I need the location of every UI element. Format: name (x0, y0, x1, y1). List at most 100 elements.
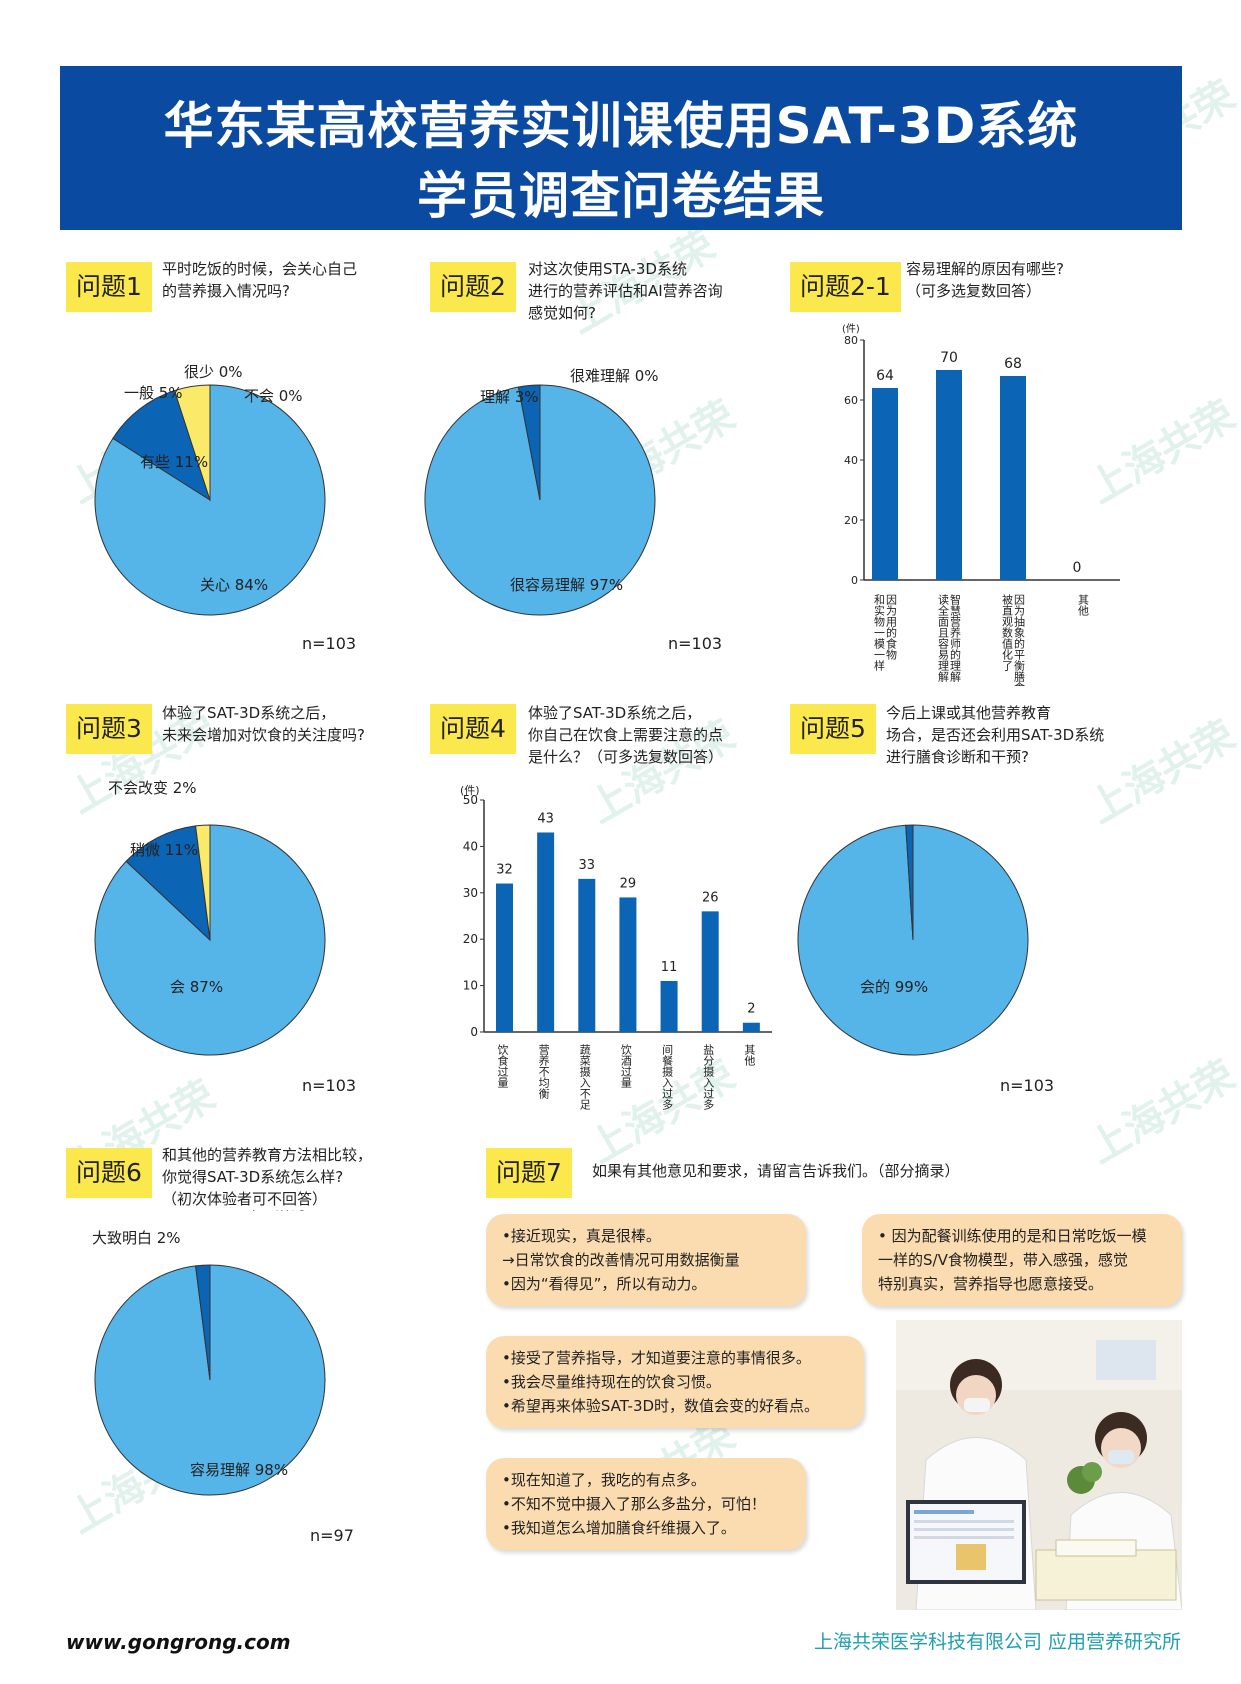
question-line: 你自己在饮食上需要注意的点 (528, 726, 724, 744)
pie-chart-q5: 会的 99% 否 1% (797, 780, 1029, 1056)
question-text-5: 今后上课或其他营养教育 场合，是否还会利用SAT-3D系统 进行膳食诊断和干预? (886, 702, 1104, 768)
pie-slice-label: 很少 0% (184, 363, 243, 381)
question-line: 感觉如何? (528, 304, 596, 322)
question-tag-1: 问题1 (66, 262, 152, 312)
bar (537, 832, 555, 1032)
question-tag-3: 问题3 (66, 704, 152, 754)
y-tick-label: 30 (463, 886, 478, 900)
question-line: 体验了SAT-3D系统之后， (162, 704, 336, 722)
bar (701, 911, 719, 1032)
comment-bubble: •接近现实，真是很棒。 →日常饮食的改善情况可用数据衡量 •因为“看得见”，所以… (486, 1214, 806, 1306)
sample-size-q6: n=97 (310, 1526, 354, 1545)
question-line: 如果有其他意见和要求，请留言告诉我们。（部分摘录） (592, 1162, 960, 1180)
bar (872, 388, 898, 580)
comment-line: •希望再来体验SAT-3D时，数值会变的好看点。 (502, 1397, 820, 1415)
sample-size-q3: n=103 (302, 1076, 357, 1095)
y-tick-label: 40 (844, 454, 858, 467)
footer-company: 上海共荣医学科技有限公司 应用营养研究所 (813, 1631, 1181, 1653)
title-banner: 华东某高校营养实训课使用SAT-3D系统 学员调查问卷结果 (60, 66, 1182, 230)
bar-value-label: 29 (620, 876, 637, 891)
x-category-label: 营养不均衡 (537, 1043, 550, 1100)
comment-bubble: •现在知道了，我吃的有点多。 •不知不觉中摄入了那么多盐分，可怕！ •我知道怎么… (486, 1458, 806, 1550)
question-tag-6: 问题6 (66, 1148, 152, 1198)
question-text-7: 如果有其他意见和要求，请留言告诉我们。（部分摘录） (592, 1160, 960, 1182)
pie-slice-label: 不会 0% (244, 387, 303, 405)
y-tick-label: 10 (463, 979, 478, 993)
photo-illustration (896, 1320, 1182, 1610)
bar (619, 897, 637, 1032)
comment-line: •接受了营养指导，才知道要注意的事情很多。 (502, 1349, 811, 1367)
question-text-3: 体验了SAT-3D系统之后， 未来会增加对饮食的关注度吗? (162, 702, 365, 746)
pie-slice-label: 会 87% (170, 978, 223, 996)
x-category-label: 饮食过量 (496, 1044, 509, 1088)
pie-slice-label: 不会改变 2% (108, 780, 197, 797)
y-axis-unit: (件) (842, 323, 860, 335)
question-line: （初次体验者可不回答） (162, 1190, 328, 1208)
x-category-label: 因为用的食物 (885, 594, 898, 660)
question-line: 未来会增加对饮食的关注度吗? (162, 726, 365, 744)
pie-slice-label: 否 1% (920, 780, 964, 781)
pie-slice (905, 824, 914, 941)
sample-size-q2: n=103 (668, 634, 723, 653)
x-category-label: 饮酒过量 (619, 1044, 632, 1088)
comment-line: •接近现实，真是很棒。 (502, 1227, 661, 1245)
x-category-label: 盐分摄入过多 (702, 1044, 715, 1110)
comment-line: 特别真实，营养指导也愿意接受。 (878, 1275, 1104, 1293)
pie-chart-q3: 会 87% 稍微 11% 不会改变 2% 不会关心 0% (94, 780, 335, 1056)
question-line: 进行的营养评估和AI营养咨询 (528, 282, 723, 300)
watermark: 上海共荣 (1081, 1052, 1241, 1173)
sample-size-q5: n=103 (1000, 1076, 1055, 1095)
pie-slice (195, 1264, 211, 1381)
comment-bubble: • 因为配餐训练使用的是和日常吃饭一模 一样的S/V食物模型，带入感强，感觉 特… (862, 1214, 1182, 1306)
y-tick-label: 50 (463, 793, 478, 807)
y-tick-label: 0 (851, 574, 858, 587)
y-tick-label: 0 (470, 1025, 478, 1039)
bar-chart-q4: (件) 0 10 20 30 40 50 32 饮食过量 43 营养不均衡 33 蔬菜摄入不足 29 饮酒过… (460, 784, 772, 1110)
question-line: 体验了SAT-3D系统之后， (528, 704, 702, 722)
question-tag-4: 问题4 (430, 704, 516, 754)
pie-slice-label: 很容易理解 97% (510, 576, 623, 594)
pie-slice-label: 稍微 11% (130, 841, 198, 859)
footer-url[interactable]: www.gongrong.com (66, 1630, 291, 1654)
y-tick-label: 20 (463, 932, 478, 946)
pie-slice-label: 大致明白 2% (92, 1229, 181, 1247)
question-line: 的营养摄入情况吗? (162, 282, 290, 300)
photo-nutritionists (896, 1320, 1182, 1610)
x-category-label: 智慧营养师的理解 (949, 593, 962, 683)
question-tag-7: 问题7 (486, 1148, 572, 1198)
question-text-4: 体验了SAT-3D系统之后， 你自己在饮食上需要注意的点 是什么？（可多选复数回… (528, 702, 723, 768)
pie-slice-label: 理解 3% (480, 388, 539, 406)
bar (742, 1022, 760, 1032)
x-category-label: 被直观数值化了 (1001, 594, 1014, 671)
y-axis-unit: (件) (460, 784, 480, 797)
pie-chart-q1: 关心 84% 有些 11% 一般 5%很少 0%不会 0% (94, 363, 326, 616)
x-category-label: 其他 (743, 1044, 756, 1066)
comment-bubble: •接受了营养指导，才知道要注意的事情很多。 •我会尽量维持现在的饮食习惯。 •希… (486, 1336, 864, 1428)
question-line: 场合，是否还会利用SAT-3D系统 (886, 726, 1105, 744)
bar (1000, 376, 1026, 580)
comment-line: •不知不觉中摄入了那么多盐分，可怕！ (502, 1495, 766, 1513)
question-tag-2: 问题2 (430, 262, 516, 312)
y-tick-label: 80 (844, 334, 858, 347)
bar-value-label: 26 (702, 890, 719, 905)
bar-value-label: 0 (1073, 560, 1082, 576)
question-line: 你觉得SAT-3D系统怎么样? (162, 1168, 344, 1186)
sample-size-q1: n=103 (302, 634, 357, 653)
question-line: 进行膳食诊断和干预? (886, 748, 1029, 766)
pie-slice-label: 会的 99% (860, 978, 928, 996)
bar-value-label: 33 (579, 858, 596, 873)
question-tag-5: 问题5 (790, 704, 876, 754)
pie-slice-label: 容易理解 98% (190, 1461, 288, 1479)
bar (936, 370, 962, 580)
comment-line: 一样的S/V食物模型，带入感强，感觉 (878, 1251, 1128, 1269)
pie-slice (125, 825, 211, 942)
question-text-2: 对这次使用STA-3D系统 进行的营养评估和AI营养咨询 感觉如何? (528, 258, 723, 324)
bar (660, 980, 678, 1032)
bar-value-label: 11 (661, 960, 678, 975)
pie-chart-q2: 很容易理解 97% 理解 3% 很难理解 0% (424, 367, 659, 616)
bar (496, 883, 513, 1032)
question-line: 平时吃饭的时候，会关心自己 (162, 260, 358, 278)
y-tick-label: 60 (844, 394, 858, 407)
page-title-line1: 华东某高校营养实训课使用SAT-3D系统 (163, 97, 1079, 155)
